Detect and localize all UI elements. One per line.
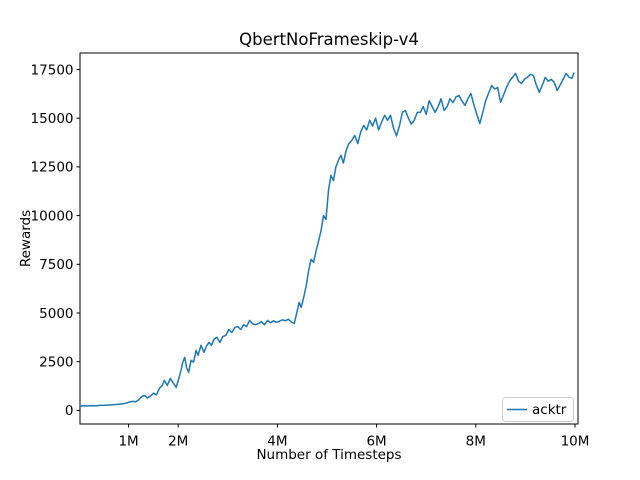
legend-box	[502, 397, 574, 422]
y-tick-label: 15000	[31, 111, 74, 127]
x-tick-label: 6M	[366, 434, 386, 450]
y-tick-label: 5000	[39, 306, 73, 322]
legend: acktr	[502, 397, 574, 422]
series-line-acktr	[80, 72, 575, 407]
x-tick-label: 2M	[168, 434, 188, 450]
y-tick-label: 17500	[31, 62, 74, 78]
y-tick-label: 7500	[39, 257, 73, 273]
x-axis-label: Number of Timesteps	[256, 447, 401, 463]
legend-label: acktr	[532, 402, 567, 418]
y-axis-label: Rewards	[18, 210, 34, 267]
x-tick-label: 1M	[118, 434, 138, 450]
x-tick-label: 8M	[466, 434, 486, 450]
axes-frame	[79, 52, 579, 425]
y-tick-label: 2500	[39, 355, 73, 371]
y-tick-label: 0	[65, 403, 74, 419]
x-tick-label: 10M	[561, 434, 590, 450]
x-tick-label: 4M	[267, 434, 287, 450]
y-tick-label: 12500	[31, 160, 74, 176]
series-layer	[80, 72, 575, 407]
ticks-layer: 1M 2M 4M 6M 8M 10M 0 2500 5000 7500 10000 12500 1500…	[31, 62, 590, 449]
y-tick-label: 10000	[31, 208, 74, 224]
chart-title: QbertNoFrameskip-v4	[239, 30, 419, 49]
